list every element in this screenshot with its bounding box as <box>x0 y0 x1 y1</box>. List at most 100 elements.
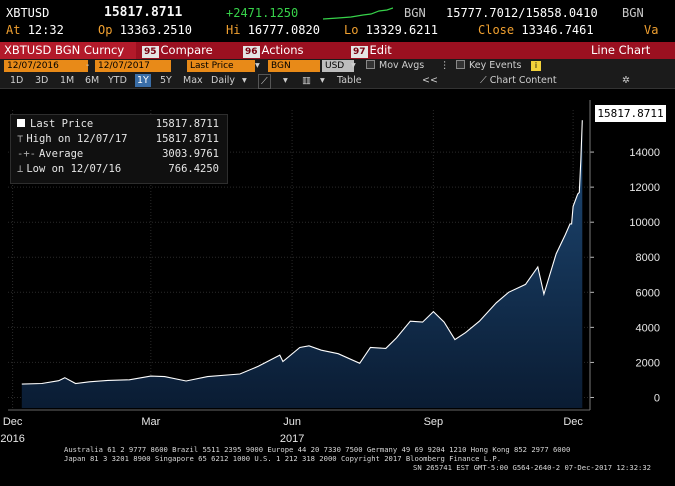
currency-dropdown-arrow[interactable]: ▾ <box>351 60 356 71</box>
x-tick-year-label: 2017 <box>280 433 304 442</box>
period-toolbar: 1D 3D 1M 6M YTD 1Y 5Y Max Daily ▾ ⟋ ▾ ▥ … <box>0 73 675 89</box>
y-tick-label: 6000 <box>636 287 660 299</box>
edit-menu[interactable]: 97 Edit <box>351 42 392 59</box>
edit-num: 97 <box>351 46 368 58</box>
sparkline-line <box>323 7 393 20</box>
start-date-field[interactable]: 12/07/2016 <box>4 60 88 72</box>
legend-value: 3003.9761 <box>162 148 219 160</box>
currency-select[interactable]: USD <box>322 60 354 72</box>
close-value: 13346.7461 <box>521 23 594 37</box>
line-chart-icon[interactable]: ⟋ <box>258 74 271 89</box>
at-label: At <box>6 23 21 37</box>
pricing-source: BGN <box>404 6 426 20</box>
close-label: Close <box>478 23 515 37</box>
legend-label: Average <box>38 148 84 160</box>
time-field: At 12:32 <box>6 23 64 37</box>
compare-num: 95 <box>142 46 159 58</box>
key-events-toggle[interactable]: Key Events <box>456 59 521 73</box>
chart-content-icon: ⟋ <box>480 75 487 86</box>
table-button[interactable]: Table <box>337 75 362 86</box>
legend-label: High on 12/07/17 <box>26 133 128 145</box>
average-marker-icon: -+- <box>17 148 36 160</box>
footer: Australia 61 2 9777 8600 Brazil 5511 239… <box>0 442 675 486</box>
legend[interactable]: Last Price 15817.8711 ⊤ High on 12/07/17 … <box>10 114 228 184</box>
high-marker-icon: ⊤ <box>17 133 24 145</box>
period-1m[interactable]: 1M <box>60 75 75 86</box>
x-tick-label: Mar <box>141 416 160 428</box>
key-events-checkbox[interactable] <box>456 60 465 69</box>
date-toolbar: 12/07/2016 - 12/07/2017 Last Price ▾ BGN… <box>0 59 675 73</box>
chart-style-dropdown-arrow-2[interactable]: ▾ <box>320 75 325 86</box>
compare-label: Compare <box>160 43 213 57</box>
low-value: 13329.6211 <box>365 23 438 37</box>
footer-line-3: SN 265741 EST GMT-5:00 G564-2640-2 07-De… <box>413 463 651 472</box>
mov-avgs-checkbox[interactable] <box>366 60 375 69</box>
field-select[interactable]: Last Price <box>187 60 255 72</box>
legend-item-average: -+- Average 3003.9761 <box>17 148 221 161</box>
legend-swatch <box>17 119 25 127</box>
chart-type-label[interactable]: Line Chart <box>591 43 651 57</box>
legend-value: 15817.8711 <box>155 118 219 130</box>
footer-line-1: Australia 61 2 9777 8600 Brazil 5511 239… <box>64 445 571 454</box>
frequency-dropdown-arrow[interactable]: ▾ <box>242 75 247 86</box>
end-date-field[interactable]: 12/07/2017 <box>95 60 171 72</box>
gear-icon[interactable]: ✲ <box>622 75 630 86</box>
period-5y[interactable]: 5Y <box>160 75 172 86</box>
price-change: +2471.1250 <box>226 6 299 20</box>
y-tick-label: 2000 <box>636 357 660 369</box>
legend-value: 15817.8711 <box>155 133 219 145</box>
y-tick-label: 8000 <box>636 252 660 264</box>
low-field: Lo 13329.6211 <box>344 23 438 37</box>
period-3d[interactable]: 3D <box>35 75 49 86</box>
price-chart[interactable]: 0 2000 4000 6000 8000 10000 12000 14000 Dec 2016… <box>0 90 675 442</box>
bid-ask: 15777.7012/15858.0410 <box>446 6 598 20</box>
period-ytd[interactable]: YTD <box>108 75 127 86</box>
ticker-symbol: XBTUSD <box>6 6 50 20</box>
legend-label: Last Price <box>30 118 94 130</box>
chart-content-button[interactable]: ⟋ Chart Content <box>478 74 559 87</box>
y-tick-label: 4000 <box>636 322 660 334</box>
actions-num: 96 <box>243 46 260 58</box>
x-tick-year-label: 2016 <box>0 433 24 442</box>
command-bar: XBTUSD BGN Curncy 95 Compare 96 Actions 97… <box>0 42 675 59</box>
low-marker-icon: ⊥ <box>17 163 24 175</box>
settings-dots-icon[interactable]: ⋮ <box>440 60 450 71</box>
collapse-button[interactable]: << <box>422 75 438 86</box>
legend-item-low: ⊥ Low on 12/07/16 766.4250 <box>17 163 221 176</box>
actions-menu[interactable]: 96 Actions <box>243 42 304 59</box>
mov-avgs-label: Mov Avgs <box>379 60 425 71</box>
last-price: 15817.8711 <box>104 5 183 20</box>
compare-menu[interactable]: 95 Compare <box>142 42 213 59</box>
frequency-select[interactable]: Daily <box>211 75 236 86</box>
y-tick-label: 10000 <box>629 217 660 229</box>
open-label: Op <box>98 23 113 37</box>
key-events-label: Key Events <box>469 60 522 71</box>
x-axis: Dec 2016 Mar Jun 2017 Sep Dec <box>0 409 590 442</box>
period-1d[interactable]: 1D <box>10 75 24 86</box>
x-tick-label: Dec <box>563 416 583 428</box>
close-field: Close 13346.7461 <box>478 23 594 37</box>
chart-content-label: Chart Content <box>489 75 557 86</box>
actions-label: Actions <box>261 43 304 57</box>
legend-item-high: ⊤ High on 12/07/17 15817.8711 <box>17 133 221 146</box>
field-dropdown-arrow[interactable]: ▾ <box>255 60 260 71</box>
low-label: Lo <box>344 23 359 37</box>
y-tick-label: 0 <box>654 392 660 404</box>
x-tick-label: Sep <box>424 416 444 428</box>
period-max[interactable]: Max <box>183 75 203 86</box>
source-field[interactable]: BGN <box>268 60 320 72</box>
chart-style-dropdown-arrow[interactable]: ▾ <box>283 75 288 86</box>
period-1y[interactable]: 1Y <box>135 74 151 87</box>
date-separator: - <box>86 60 90 71</box>
bar-chart-icon[interactable]: ▥ <box>302 75 311 86</box>
period-6m[interactable]: 6M <box>85 75 100 86</box>
mov-avgs-toggle[interactable]: Mov Avgs <box>366 59 424 73</box>
info-icon[interactable]: i <box>531 59 541 73</box>
legend-value: 766.4250 <box>168 163 219 175</box>
high-value: 16777.0820 <box>247 23 320 37</box>
legend-item-last-price: Last Price 15817.8711 <box>17 118 221 131</box>
open-value: 13363.2510 <box>119 23 192 37</box>
sparkline <box>323 7 393 20</box>
price-area <box>21 120 583 408</box>
security-field[interactable]: XBTUSD BGN Curncy <box>0 42 136 59</box>
